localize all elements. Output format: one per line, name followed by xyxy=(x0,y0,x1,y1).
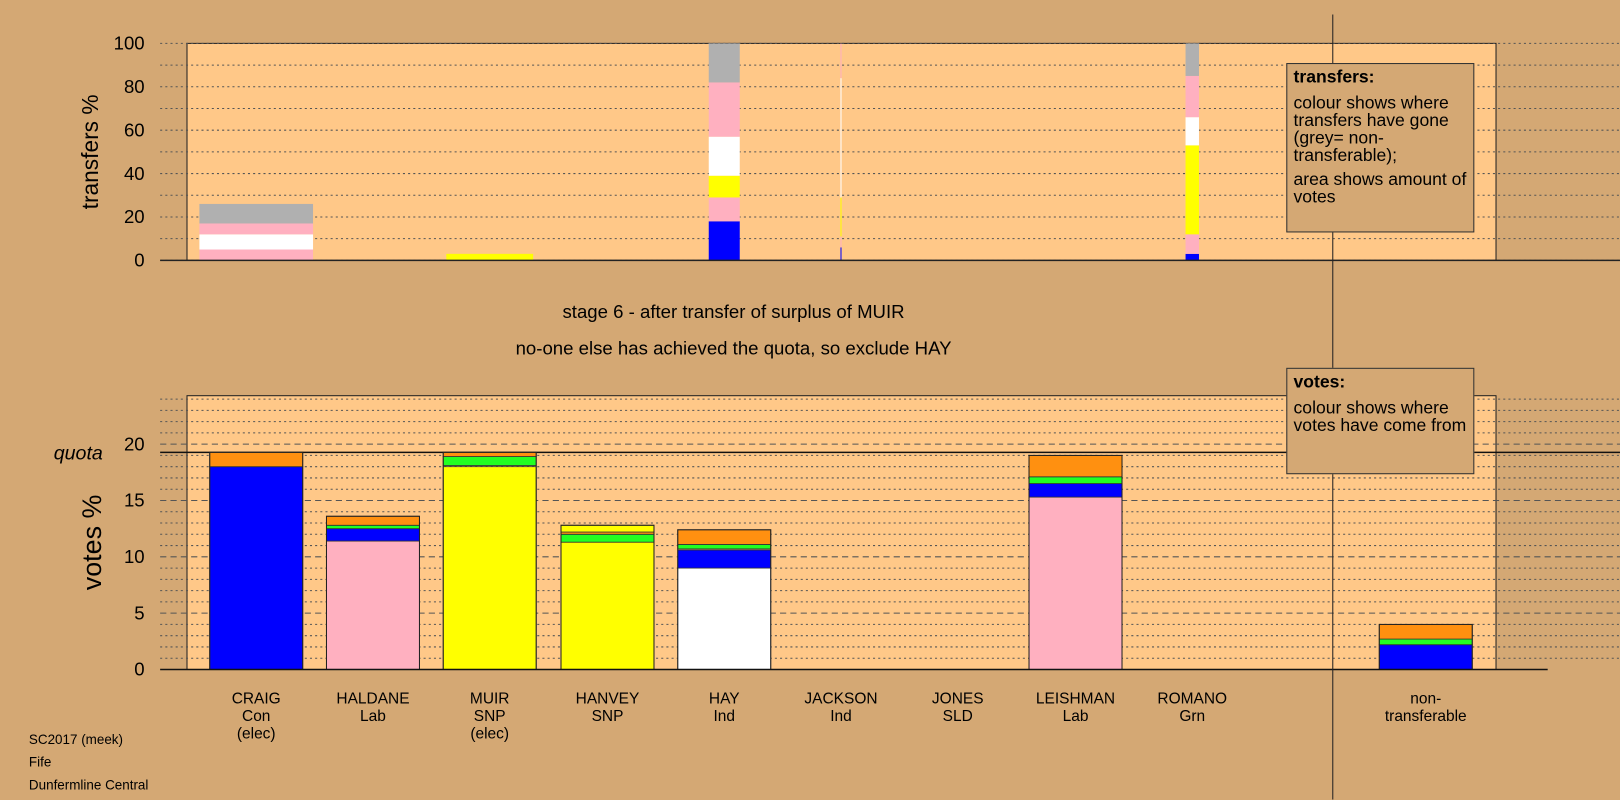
transfers-legend-title: transfers: xyxy=(1293,67,1375,87)
candidate-label: Grn xyxy=(1179,708,1205,725)
transfer-segment-craig xyxy=(199,203,314,224)
vote-segment-leishman xyxy=(1028,455,1123,478)
transfers-y-tick: 100 xyxy=(114,33,145,54)
transfer-segment-jackson xyxy=(840,236,842,248)
candidate-label: CRAIG xyxy=(232,691,281,708)
election-label: SC2017 (meek) xyxy=(28,731,123,747)
transfer-segment-hay xyxy=(708,197,740,222)
transfers-legend-text: colour shows where transfers have gone (… xyxy=(1293,92,1449,166)
candidate-label: (elec) xyxy=(470,726,509,743)
transfer-segment-muir xyxy=(446,253,534,261)
transfer-segment-romano xyxy=(1185,253,1199,261)
vote-segment-muir xyxy=(442,456,537,466)
transfers-y-tick: 80 xyxy=(124,76,145,97)
votes-y-tick: 0 xyxy=(134,659,144,680)
transfer-segment-jackson xyxy=(840,197,842,237)
candidate-label: HANVEY xyxy=(576,691,640,708)
transfers-y-tick: 20 xyxy=(124,206,145,227)
transfers-y-tick: 60 xyxy=(124,119,145,140)
candidate-label: (elec) xyxy=(237,726,276,743)
stage-subtitle: no-one else has achieved the quota, so e… xyxy=(515,337,952,359)
ward-label: Dunfermline Central xyxy=(28,776,149,793)
transfer-segment-hay xyxy=(708,221,740,261)
vote-segment-haldane xyxy=(326,524,420,530)
transfers-y-tick: 0 xyxy=(134,250,144,271)
vote-segment-non- xyxy=(1378,624,1473,640)
candidate-label: JACKSON xyxy=(804,691,877,708)
transfer-segment-jackson xyxy=(840,78,842,198)
votes-legend: votes: colour shows where votes have com… xyxy=(1286,367,1475,475)
transfer-segment-romano xyxy=(1185,75,1199,118)
vote-segment-hay xyxy=(677,567,772,670)
votes-y-tick: 15 xyxy=(124,490,145,511)
transfer-segment-jackson xyxy=(840,247,842,261)
candidate-label: MUIR xyxy=(470,691,510,708)
candidate-label: Con xyxy=(242,708,270,725)
votes-legend-title: votes: xyxy=(1293,371,1346,392)
candidate-label: Ind xyxy=(713,708,735,725)
vote-segment-leishman xyxy=(1028,496,1123,670)
candidate-label: SLD xyxy=(943,708,973,725)
vote-segment-haldane xyxy=(326,540,420,670)
vote-segment-muir xyxy=(442,451,537,457)
transfer-segment-craig xyxy=(199,249,314,261)
vote-segment-hanvey xyxy=(560,524,655,533)
votes-y-tick: 5 xyxy=(134,602,144,623)
vote-segment-non- xyxy=(1378,644,1473,670)
candidate-label: LEISHMAN xyxy=(1036,691,1115,708)
candidate-label: ROMANO xyxy=(1157,691,1227,708)
candidate-label: SNP xyxy=(592,708,624,725)
transfer-segment-jackson xyxy=(840,43,842,79)
vote-segment-leishman xyxy=(1028,476,1123,484)
vote-segment-hanvey xyxy=(560,541,655,670)
candidate-label: HAY xyxy=(709,691,740,708)
vote-segment-leishman xyxy=(1028,483,1123,498)
transfers-y-label: transfers % xyxy=(77,94,103,209)
votes-y-label: votes % xyxy=(77,495,107,591)
vote-segment-non- xyxy=(1378,638,1473,646)
candidate-label: Lab xyxy=(1063,708,1089,725)
vote-segment-muir xyxy=(442,466,537,670)
transfers-y-tick: 40 xyxy=(124,163,145,184)
vote-segment-hanvey xyxy=(560,533,655,543)
transfer-segment-romano xyxy=(1185,234,1199,254)
transfer-segment-romano xyxy=(1185,43,1199,76)
candidate-label: Lab xyxy=(360,708,386,725)
vote-segment-hay xyxy=(677,549,772,569)
transfer-segment-craig xyxy=(199,234,314,250)
quota-label: quota xyxy=(54,443,103,465)
votes-y-tick: 10 xyxy=(124,546,145,567)
transfer-segment-romano xyxy=(1185,117,1199,146)
votes-legend-text: colour shows where votes have come from xyxy=(1293,397,1467,435)
transfers-legend: transfers: colour shows where transfers … xyxy=(1286,63,1475,233)
transfer-segment-hay xyxy=(708,82,740,137)
candidate-label: transferable xyxy=(1385,708,1467,725)
vote-segment-haldane xyxy=(326,528,420,542)
transfer-segment-hay xyxy=(708,43,740,83)
vote-segment-hay xyxy=(677,529,772,545)
transfer-segment-hay xyxy=(708,175,740,198)
vote-segment-hay xyxy=(677,544,772,550)
vote-segment-craig xyxy=(209,451,304,468)
transfer-segment-craig xyxy=(199,223,314,235)
candidate-label: SNP xyxy=(474,708,506,725)
vote-segment-craig xyxy=(209,466,304,670)
vote-segment-haldane xyxy=(326,515,420,526)
transfer-segment-romano xyxy=(1185,145,1199,235)
votes-y-tick: 20 xyxy=(124,433,145,454)
candidate-label: HALDANE xyxy=(336,691,409,708)
transfers-legend-text2: area shows amount of votes xyxy=(1293,169,1467,207)
stage-title: stage 6 - after transfer of surplus of M… xyxy=(562,301,905,323)
candidate-label: non- xyxy=(1410,691,1441,708)
council-label: Fife xyxy=(28,754,52,770)
transfer-segment-hay xyxy=(708,136,740,176)
candidate-label: Ind xyxy=(830,708,852,725)
candidate-label: JONES xyxy=(932,691,984,708)
